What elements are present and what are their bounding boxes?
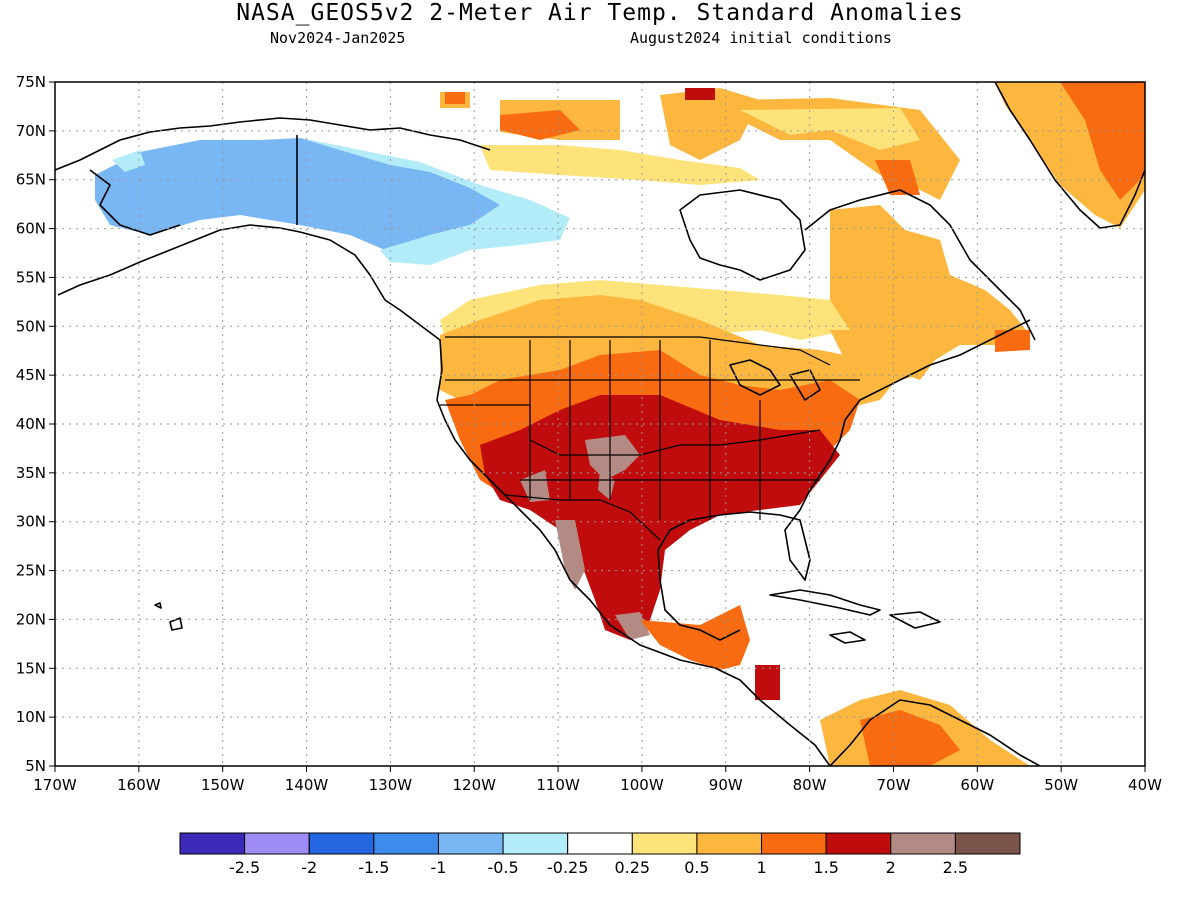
- lon-tick-label: 100W: [620, 776, 664, 794]
- warm-region-eastern-canada: [995, 330, 1030, 352]
- colorbar-label: 1.5: [813, 858, 838, 877]
- colorbar-label: 1: [756, 858, 766, 877]
- colorbar-swatch: [761, 832, 827, 855]
- warm-region-very-extreme: [555, 520, 585, 590]
- lat-tick-label: 45N: [16, 366, 46, 384]
- colorbar-swatch: [954, 832, 1021, 855]
- colorbar-swatch: [308, 832, 375, 855]
- colorbar-label: -2.5: [229, 858, 260, 877]
- colorbar-label: -1.5: [358, 858, 389, 877]
- warm-region-very-extreme: [520, 470, 550, 502]
- lon-tick-label: 150W: [201, 776, 245, 794]
- lon-tick-label: 50W: [1044, 776, 1078, 794]
- lon-tick-label: 40W: [1128, 776, 1162, 794]
- colorbar-label: -1: [430, 858, 446, 877]
- lat-tick-label: 75N: [16, 73, 46, 91]
- warm-region-central-america: [860, 710, 960, 766]
- colorbar-swatch: [890, 832, 956, 855]
- longitude-labels: 170W 160W 150W 140W 130W 120W 110W 100W 90W 80W 70…: [33, 766, 1162, 794]
- coastlines: [55, 82, 1145, 766]
- colorbar: [179, 832, 1021, 855]
- lon-tick-label: 170W: [33, 776, 77, 794]
- lat-tick-label: 40N: [16, 415, 46, 433]
- colorbar-swatch: [825, 832, 892, 855]
- colorbar-swatch: [373, 832, 439, 855]
- initial-conditions: August2024 initial conditions: [630, 29, 892, 47]
- colorbar-labels: -2.5 -2 -1.5 -1 -0.5 -0.25 0.25 0.5 1 1.5 2 2.5: [229, 858, 968, 877]
- lat-tick-label: 55N: [16, 268, 46, 286]
- lat-tick-label: 50N: [16, 317, 46, 335]
- lon-tick-label: 70W: [877, 776, 911, 794]
- warm-band-moderate: [830, 330, 935, 385]
- warm-region-extreme: [755, 665, 780, 700]
- colorbar-swatch: [179, 832, 246, 855]
- map-title: NASA_GEOS5v2 2-Meter Air Temp. Standard …: [236, 0, 964, 26]
- warm-patch: [685, 88, 715, 100]
- warm-patch: [480, 145, 760, 185]
- slight-cold-region: [300, 138, 570, 265]
- lat-tick-label: 5N: [25, 757, 46, 775]
- lat-tick-label: 65N: [16, 171, 46, 189]
- lat-tick-label: 30N: [16, 513, 46, 531]
- lon-tick-label: 80W: [793, 776, 827, 794]
- colorbar-swatch: [631, 832, 698, 855]
- lat-tick-label: 20N: [16, 610, 46, 628]
- warm-patch: [875, 160, 920, 195]
- lat-tick-label: 10N: [16, 708, 46, 726]
- latitude-labels: 75N 70N 65N 60N 55N 50N 45N 40N 35N 30N 25N 20N 15N 1…: [16, 73, 55, 775]
- colorbar-label: -0.25: [547, 858, 588, 877]
- warm-region-very-extreme: [598, 470, 615, 500]
- lat-tick-label: 15N: [16, 659, 46, 677]
- lon-tick-label: 130W: [369, 776, 413, 794]
- colorbar-label: 2: [886, 858, 896, 877]
- lon-tick-label: 120W: [452, 776, 496, 794]
- colorbar-swatch: [696, 832, 763, 855]
- lon-tick-label: 160W: [117, 776, 161, 794]
- lat-tick-label: 25N: [16, 562, 46, 580]
- colorbar-label: -0.5: [487, 858, 518, 877]
- lat-tick-label: 60N: [16, 220, 46, 238]
- colorbar-swatch: [502, 832, 569, 855]
- colorbar-label: 0.25: [614, 858, 650, 877]
- colorbar-swatch: [567, 832, 633, 855]
- lon-tick-label: 140W: [285, 776, 329, 794]
- lon-tick-label: 110W: [536, 776, 580, 794]
- lon-tick-label: 90W: [709, 776, 743, 794]
- colorbar-label: 2.5: [943, 858, 968, 877]
- lon-gridlines: [138, 82, 1062, 766]
- warm-patch: [740, 108, 920, 150]
- lon-tick-label: 60W: [960, 776, 994, 794]
- colorbar-swatch: [437, 832, 504, 855]
- colorbar-label: 0.5: [684, 858, 709, 877]
- colorbar-label: -2: [301, 858, 317, 877]
- warm-region-central-america: [640, 605, 750, 670]
- warm-band-moderate: [440, 295, 900, 410]
- forecast-period: Nov2024-Jan2025: [270, 29, 406, 47]
- lat-tick-label: 35N: [16, 464, 46, 482]
- lat-tick-label: 70N: [16, 122, 46, 140]
- warm-patch: [445, 92, 465, 104]
- slight-cold-region: [112, 150, 145, 172]
- warm-region-very-extreme: [585, 435, 640, 480]
- colorbar-swatch: [244, 832, 310, 855]
- warm-region-greenland-strong: [1060, 82, 1145, 200]
- warm-patch: [500, 110, 580, 140]
